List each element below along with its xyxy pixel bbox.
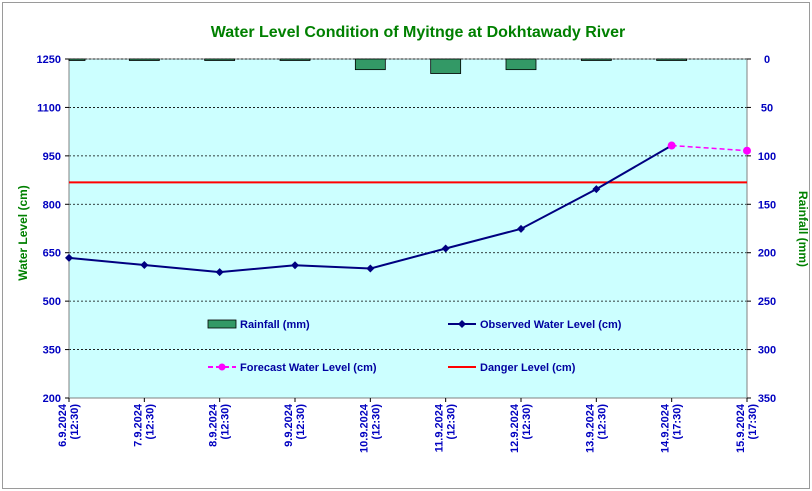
legend-observed-label: Observed Water Level (cm) bbox=[480, 319, 622, 331]
observed-point bbox=[65, 253, 73, 262]
x-tick-time: (12:30) bbox=[370, 404, 382, 440]
y-tick-label: 650 bbox=[43, 248, 61, 260]
x-tick-label: 6.9.2024 (12:30) bbox=[57, 403, 81, 447]
y-tick-label: 200 bbox=[43, 393, 61, 405]
y2-tick-label: 250 bbox=[758, 296, 776, 308]
rainfall-bars bbox=[68, 58, 688, 74]
observed-point bbox=[215, 268, 224, 277]
y2-tick-label: 50 bbox=[761, 102, 773, 114]
x-tick-date: 6.9.2024 bbox=[57, 403, 69, 447]
x-tick-time: (12:30) bbox=[596, 404, 608, 440]
legend-rainfall-swatch bbox=[207, 319, 237, 329]
rainfall-bar bbox=[656, 58, 688, 61]
x-tick-time: (12:30) bbox=[295, 404, 307, 440]
observed-point bbox=[517, 224, 525, 233]
x-tick-time: (17:30) bbox=[672, 404, 684, 440]
x-tick-date: 9.9.2024 bbox=[283, 403, 295, 447]
observed-point bbox=[592, 185, 601, 194]
y2-tick-label: 300 bbox=[758, 345, 776, 357]
y2-tick-label: 0 bbox=[764, 54, 770, 66]
rainfall-bar bbox=[505, 58, 537, 71]
rainfall-bar bbox=[580, 58, 612, 61]
x-tick-date: 13.9.2024 bbox=[584, 403, 596, 453]
x-tick-time: (12:30) bbox=[144, 404, 156, 440]
x-tick-date: 10.9.2024 bbox=[358, 403, 370, 453]
x-tick-time: (12:30) bbox=[220, 404, 232, 440]
legend-rainfall-label: Rainfall (mm) bbox=[240, 319, 310, 331]
y-tick-label: 350 bbox=[43, 345, 61, 357]
rainfall-bar bbox=[354, 58, 386, 71]
x-tick-label: 13.9.2024 (12:30) bbox=[584, 403, 608, 453]
y2-tick-label: 150 bbox=[758, 199, 776, 211]
y2-tick-label: 200 bbox=[758, 248, 776, 260]
x-tick-label: 14.9.2024 (17:30) bbox=[660, 403, 684, 453]
y2-tick-label: 350 bbox=[758, 393, 776, 405]
legend-forecast-label: Forecast Water Level (cm) bbox=[240, 362, 377, 374]
x-tick-label: 11.9.2024 (12:30) bbox=[434, 403, 458, 452]
x-tick-date: 11.9.2024 bbox=[434, 403, 446, 452]
x-tick-time: (12:30) bbox=[521, 404, 533, 440]
y-tick-label: 1100 bbox=[37, 102, 61, 114]
rainfall-bar bbox=[68, 58, 86, 61]
rainfall-bar bbox=[128, 58, 160, 61]
x-tick-date: 7.9.2024 bbox=[132, 403, 144, 447]
chart-title: Water Level Condition of Myitnge at Dokh… bbox=[211, 24, 626, 41]
y-tick-label: 800 bbox=[43, 199, 61, 211]
series-lines bbox=[65, 141, 751, 277]
left-axis-ticks: 200 350 500 650 800 950 1100 1250 bbox=[37, 54, 69, 405]
legend: Rainfall (mm) Observed Water Level (cm) … bbox=[207, 319, 622, 374]
y-tick-label: 1250 bbox=[37, 54, 61, 66]
rainfall-bar bbox=[279, 58, 311, 61]
x-tick-date: 14.9.2024 bbox=[660, 403, 672, 453]
observed-point bbox=[366, 264, 375, 273]
x-tick-label: 10.9.2024 (12:30) bbox=[358, 403, 382, 453]
observed-point bbox=[291, 261, 299, 270]
y-axis-title: Water Level (cm) bbox=[16, 185, 30, 281]
x-tick-label: 8.9.2024 (12:30) bbox=[208, 403, 232, 447]
legend-forecast-marker bbox=[218, 363, 226, 371]
y2-tick-label: 100 bbox=[758, 151, 776, 163]
right-axis-ticks: 0 50 100 150 200 250 300 350 bbox=[747, 54, 776, 405]
x-tick-label: 9.9.2024 (12:30) bbox=[283, 403, 307, 447]
observed-water-level-line bbox=[68, 188, 597, 274]
observed-point bbox=[140, 260, 149, 269]
x-tick-time: (17:30) bbox=[747, 404, 759, 440]
legend-observed-marker bbox=[458, 320, 466, 328]
y2-axis-title: Rainfall (mm) bbox=[796, 191, 809, 267]
observed-to-forecast-connector bbox=[595, 144, 673, 190]
plot-area bbox=[68, 58, 748, 399]
x-tick-date: 8.9.2024 bbox=[208, 403, 220, 447]
gridlines bbox=[68, 58, 748, 398]
x-tick-time: (12:30) bbox=[446, 404, 458, 440]
forecast-point bbox=[743, 146, 751, 155]
y-tick-label: 500 bbox=[43, 296, 61, 308]
chart: Water Level Condition of Myitnge at Dokh… bbox=[16, 24, 809, 453]
x-axis-ticks: 6.9.2024 (12:30) 7.9.2024 (12:30) 8.9.2024 (1… bbox=[57, 398, 759, 453]
x-tick-date: 12.9.2024 bbox=[509, 403, 521, 453]
forecast-point bbox=[667, 141, 676, 150]
x-tick-time: (12:30) bbox=[69, 404, 81, 440]
forecast-water-level-line bbox=[671, 144, 748, 152]
observed-point bbox=[441, 244, 450, 253]
rainfall-bar bbox=[204, 58, 236, 61]
rainfall-bar bbox=[430, 58, 462, 74]
x-tick-label: 12.9.2024 (12:30) bbox=[509, 403, 533, 453]
x-tick-date: 15.9.2024 bbox=[735, 403, 747, 453]
x-tick-label: 7.9.2024 (12:30) bbox=[132, 403, 156, 447]
y-tick-label: 950 bbox=[43, 151, 61, 163]
legend-danger-label: Danger Level (cm) bbox=[480, 362, 576, 374]
x-tick-label: 15.9.2024 (17:30) bbox=[735, 403, 759, 453]
